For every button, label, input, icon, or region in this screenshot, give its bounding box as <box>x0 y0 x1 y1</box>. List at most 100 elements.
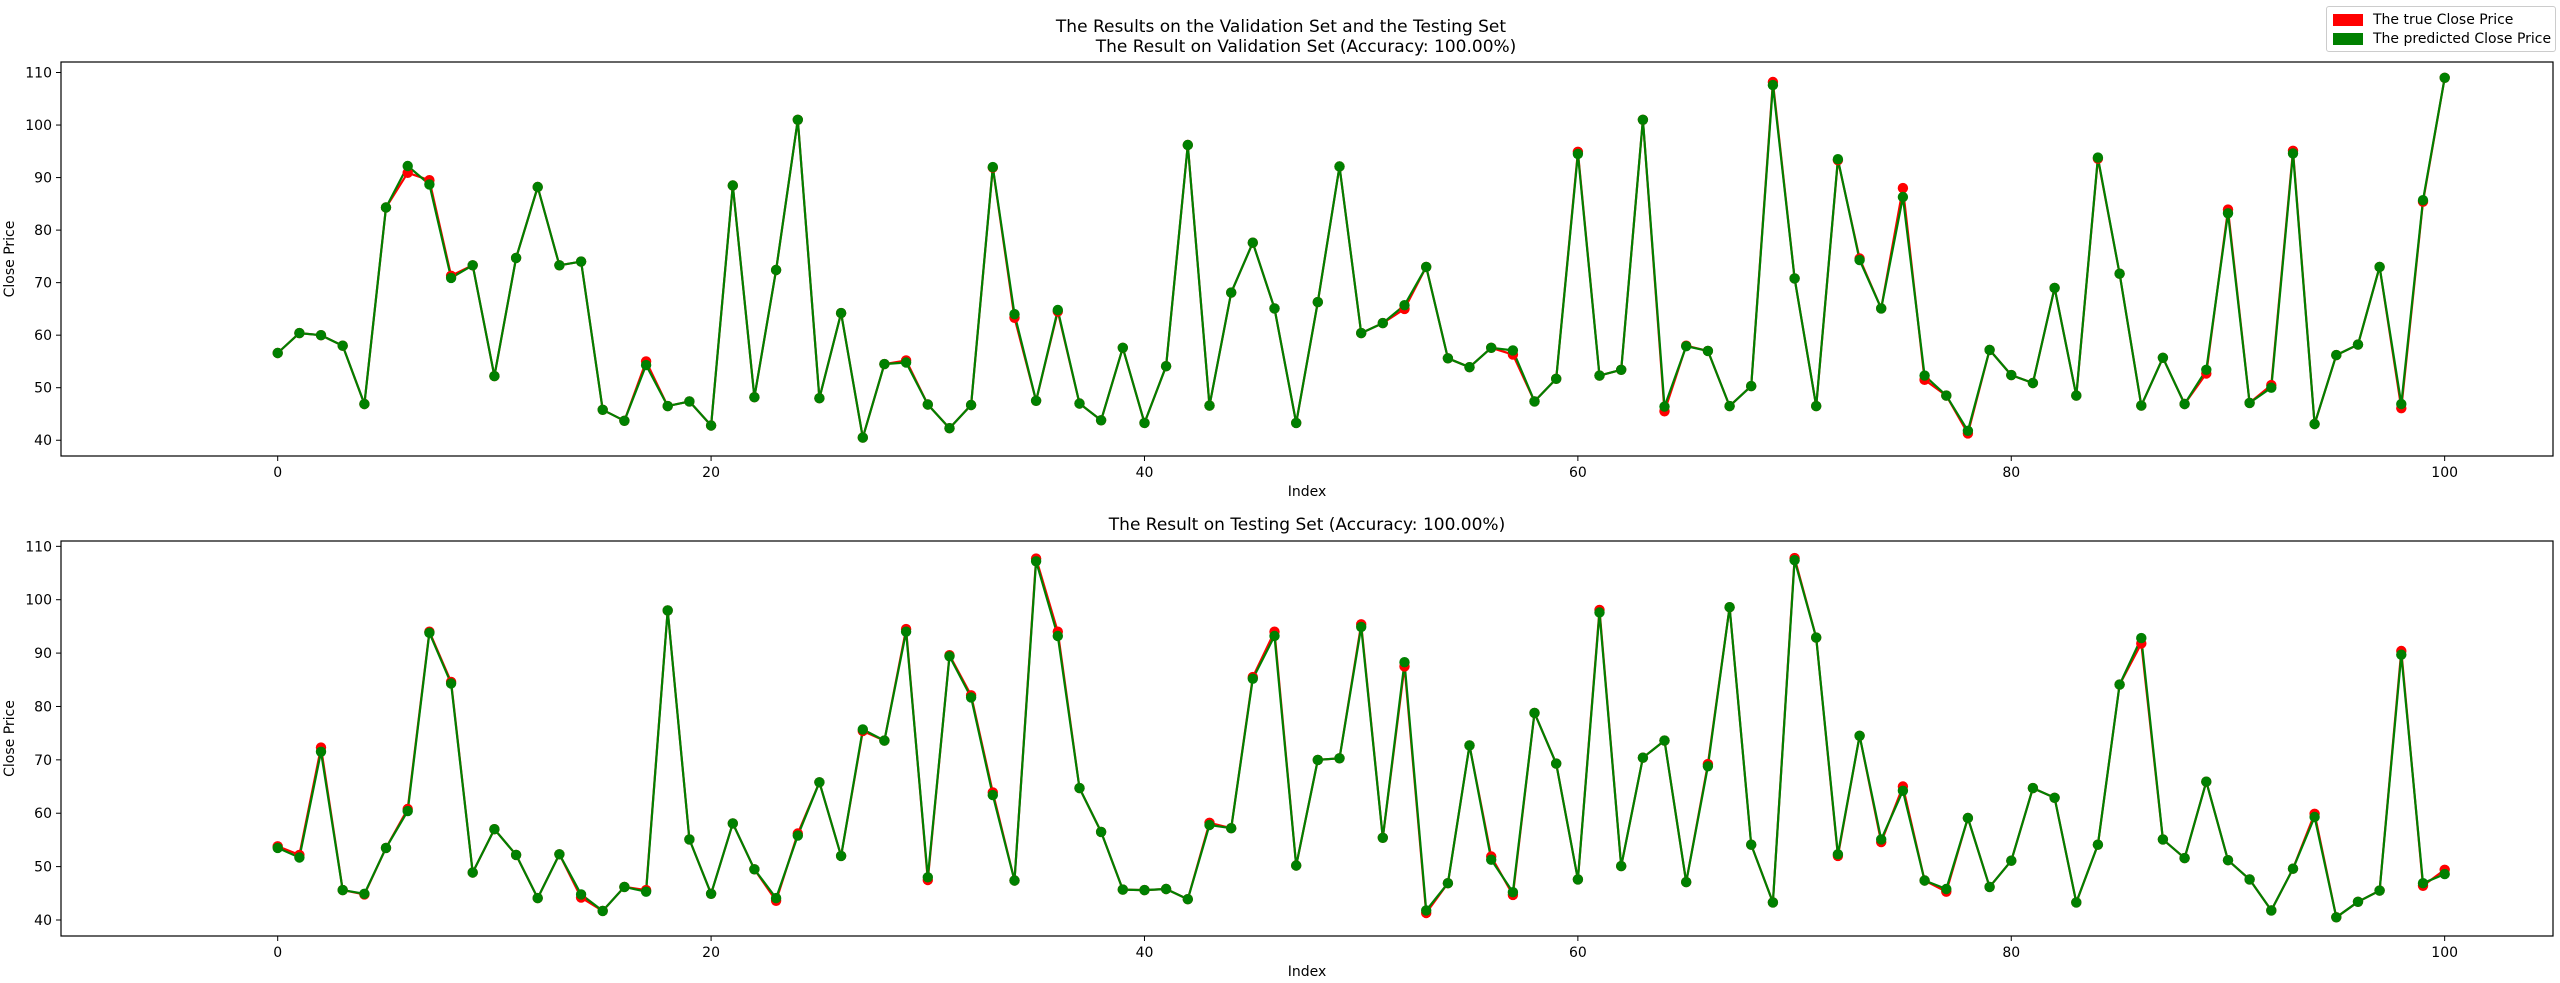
validation-predicted-point <box>2157 352 2169 363</box>
testing-predicted-point <box>2006 855 2017 866</box>
validation-xtick-label: 20 <box>702 465 720 481</box>
testing-predicted-point <box>2309 811 2320 823</box>
testing-predicted-point <box>554 849 565 860</box>
validation-predicted-point <box>337 340 348 351</box>
validation-ytick-label: 80 <box>34 223 52 239</box>
validation-predicted-point <box>814 393 825 404</box>
validation-predicted-point <box>489 370 500 382</box>
testing-ytick-label: 50 <box>34 860 52 876</box>
validation-predicted-point <box>445 272 457 284</box>
testing-ylabel: Close Price <box>2 700 18 777</box>
validation-predicted-point <box>944 423 955 434</box>
testing-predicted-point <box>2049 792 2060 803</box>
validation-predicted-point <box>1334 161 1345 172</box>
testing-predicted-point <box>445 678 457 689</box>
testing-predicted-point <box>662 605 673 616</box>
validation-predicted-point <box>510 252 522 264</box>
testing-predicted-point <box>705 888 717 899</box>
testing-predicted-point <box>1356 621 1367 633</box>
validation-predicted-point <box>1919 370 1930 381</box>
validation-predicted-point <box>857 432 868 443</box>
validation-predicted-point <box>402 160 413 172</box>
testing-predicted-point <box>2287 863 2299 874</box>
testing-predicted-point <box>1052 630 1064 642</box>
validation-predicted-point <box>770 264 782 276</box>
validation-predicted-point <box>1226 287 1237 298</box>
legend-label-predicted: The predicted Close Price <box>2373 31 2552 47</box>
testing-predicted-point <box>1204 819 1215 831</box>
testing-predicted-point <box>1009 875 1020 886</box>
testing-predicted-point <box>640 886 652 897</box>
validation-predicted-point <box>1551 373 1562 384</box>
validation-predicted-point <box>2136 400 2147 411</box>
testing-predicted-point <box>1767 897 1779 908</box>
testing-predicted-point <box>1572 874 1584 885</box>
legend-item-predicted: The predicted Close Price <box>2333 30 2551 48</box>
validation-predicted-point <box>272 347 283 359</box>
testing-predicted-point <box>2201 776 2212 787</box>
testing-predicted-point <box>2244 874 2255 885</box>
testing-ytick-label: 110 <box>25 539 52 555</box>
testing-title: The Result on Testing Set (Accuracy: 100… <box>1108 515 1505 535</box>
testing-predicted-point <box>1312 754 1324 766</box>
validation-predicted-point <box>554 260 565 271</box>
validation-predicted-point <box>2222 208 2234 219</box>
validation-predicted-point <box>1616 364 1627 375</box>
validation-predicted-point <box>1984 344 1995 356</box>
testing-predicted-point <box>1746 839 1757 850</box>
validation-ytick-label: 40 <box>34 433 52 449</box>
validation-predicted-point <box>1594 370 1605 381</box>
testing-predicted-point <box>1941 883 1952 895</box>
testing-xtick-label: 0 <box>273 945 282 961</box>
testing-predicted-point <box>1616 860 1627 872</box>
validation-ytick-label: 100 <box>25 118 52 134</box>
validation-predicted-point <box>1377 317 1389 329</box>
testing-predicted-point <box>1919 875 1930 886</box>
validation-predicted-point <box>900 357 912 368</box>
testing-predicted-point <box>315 746 327 757</box>
testing-ytick-label: 40 <box>34 913 52 929</box>
testing-xtick-label: 40 <box>1136 945 1154 961</box>
validation-predicted-point <box>2439 72 2450 84</box>
validation-predicted-point <box>1139 417 1150 429</box>
validation-xtick-label: 40 <box>1136 465 1154 481</box>
testing-predicted-point <box>2266 905 2277 916</box>
validation-predicted-point <box>705 420 717 431</box>
validation-xtick-label: 80 <box>2002 465 2020 481</box>
validation-predicted-point <box>1247 237 1259 248</box>
testing-predicted-point <box>2374 885 2385 896</box>
validation-predicted-point <box>1160 361 1172 372</box>
validation-predicted-point <box>2244 397 2255 409</box>
testing-predicted-point <box>597 905 608 917</box>
validation-predicted-point <box>1572 148 1584 160</box>
validation-predicted-point <box>2114 268 2125 279</box>
validation-predicted-point <box>1312 296 1324 308</box>
validation-predicted-point <box>1746 380 1757 392</box>
validation-predicted-point <box>1702 345 1714 357</box>
validation-predicted-point <box>1356 327 1367 339</box>
validation-predicted-point <box>1464 362 1475 373</box>
validation-predicted-point <box>1421 261 1432 273</box>
validation-predicted-point <box>965 399 977 411</box>
testing-predicted-point <box>1182 894 1194 905</box>
validation-predicted-point <box>619 415 630 426</box>
testing-predicted-point <box>2439 868 2450 880</box>
testing-predicted-point <box>1377 832 1389 843</box>
testing-predicted-point <box>1876 834 1887 845</box>
validation-predicted-point <box>532 181 543 193</box>
validation-predicted-point <box>1291 417 1302 429</box>
validation-predicted-point <box>359 398 370 410</box>
validation-ylabel: Close Price <box>2 221 18 298</box>
validation-predicted-point <box>1659 401 1670 412</box>
testing-plot-frame <box>60 540 2554 937</box>
validation-predicted-point <box>1204 400 1215 411</box>
validation-predicted-point <box>2396 398 2407 410</box>
validation-predicted-point <box>987 161 998 173</box>
validation-plot-frame <box>60 61 2554 457</box>
testing-predicted-point <box>814 777 825 788</box>
legend-label-true: The true Close Price <box>2373 12 2514 28</box>
validation-predicted-point <box>1486 342 1497 353</box>
validation-predicted-point <box>2201 364 2212 375</box>
testing-predicted-point <box>1442 878 1454 889</box>
